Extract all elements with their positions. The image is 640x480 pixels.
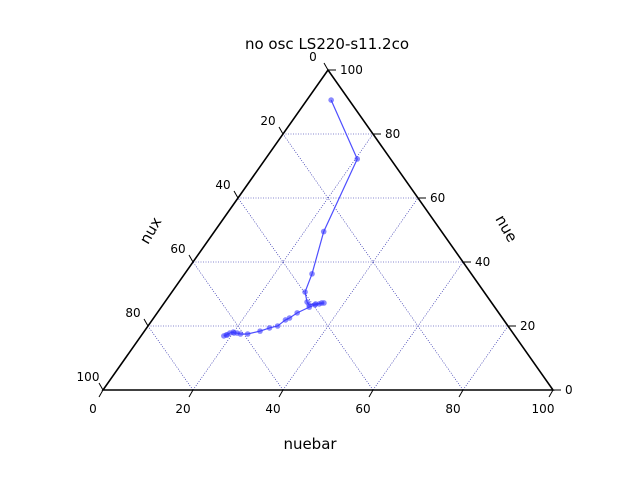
- data-point-0-15: [282, 317, 289, 323]
- tick-marks: 0 0 0 20 20 20 40 40 40 60 60 60 80 80 80 100 100 100: [77, 50, 573, 416]
- tick-bottom-80: [458, 389, 464, 398]
- tick-bottom-0: [98, 389, 104, 398]
- tick-label-left-100: 100: [77, 370, 100, 384]
- tick-label-right-0: 0: [565, 383, 573, 397]
- tick-label-bottom-60: 60: [355, 402, 370, 416]
- tick-left-40: [233, 190, 239, 199]
- chart-title: no osc LS220-s11.2co: [245, 35, 409, 53]
- tick-label-right-60: 60: [430, 191, 445, 205]
- tick-label-bottom-100: 100: [532, 402, 555, 416]
- tick-bottom-60: [368, 389, 374, 398]
- tick-bottom-20: [188, 389, 194, 398]
- data-point-0-0: [328, 97, 334, 103]
- data-point-0-11: [312, 302, 318, 308]
- axis-label-bottom: nuebar: [283, 435, 337, 453]
- tick-label-right-40: 40: [475, 255, 490, 269]
- tick-left-80: [143, 318, 149, 327]
- data-point-0-1: [354, 156, 361, 162]
- tick-left-60: [188, 254, 194, 263]
- grid-line-nuebar-40: [282, 197, 419, 391]
- data-point-0-3: [309, 271, 315, 277]
- triangle-frame: [101, 68, 555, 391]
- triangle-outline: [101, 68, 555, 391]
- data-point-0-12: [306, 304, 313, 310]
- grid-line-nuebar-80: [462, 325, 509, 391]
- grid-line-nux-60: [192, 261, 284, 391]
- tick-bottom-40: [278, 389, 284, 398]
- tick-label-bottom-0: 0: [89, 402, 97, 416]
- tick-label-left-0: 0: [309, 50, 317, 64]
- grid-line-nuebar-60: [372, 261, 464, 391]
- data-point-0-19: [244, 331, 251, 337]
- data-point-0-16: [274, 323, 281, 329]
- tick-left-100: [98, 382, 104, 391]
- tick-label-left-20: 20: [260, 114, 275, 128]
- series-line-0: [223, 99, 358, 337]
- tick-left-20: [278, 126, 284, 135]
- tick-label-bottom-20: 20: [175, 402, 190, 416]
- grid-lines: [147, 133, 509, 391]
- tick-label-bottom-80: 80: [445, 402, 460, 416]
- data-point-0-2: [320, 228, 327, 235]
- axis-label-right: nue: [491, 212, 521, 245]
- tick-label-bottom-40: 40: [265, 402, 280, 416]
- tick-bottom-100: [548, 389, 554, 398]
- grid-line-nux-80: [147, 325, 194, 391]
- data-point-0-27: [224, 332, 230, 338]
- data-series: [221, 97, 361, 339]
- grid-line-nuebar-20: [192, 133, 374, 391]
- data-point-0-17: [266, 325, 273, 331]
- data-point-0-13: [294, 310, 300, 316]
- tick-label-left-60: 60: [170, 242, 185, 256]
- tick-left-0: [323, 62, 329, 71]
- tick-label-right-80: 80: [385, 127, 400, 141]
- tick-label-left-80: 80: [125, 306, 140, 320]
- data-point-0-9: [321, 300, 327, 306]
- data-point-0-4: [302, 289, 308, 295]
- tick-label-left-40: 40: [215, 178, 230, 192]
- grid-line-nux-20: [282, 133, 464, 391]
- data-point-0-10: [316, 301, 323, 307]
- tick-label-right-20: 20: [520, 319, 535, 333]
- axis-label-left: nux: [136, 214, 166, 247]
- grid-line-nux-40: [237, 197, 374, 391]
- tick-label-right-100: 100: [340, 63, 363, 77]
- data-point-0-18: [257, 328, 263, 334]
